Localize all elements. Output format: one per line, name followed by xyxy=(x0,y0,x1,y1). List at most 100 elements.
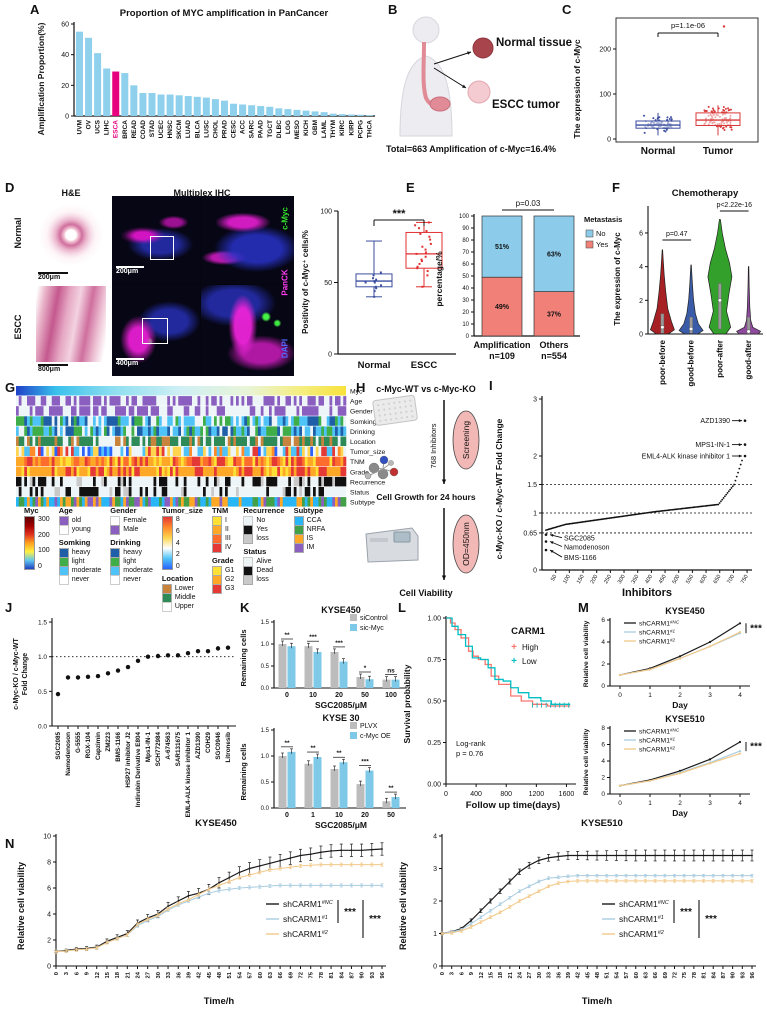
arrow-shaft xyxy=(433,51,472,65)
heatmap-cell xyxy=(263,476,267,487)
heatmap-cell xyxy=(280,416,284,426)
data-point xyxy=(65,950,68,952)
heatmap-cell xyxy=(18,476,22,487)
heatmap-cell xyxy=(307,446,311,457)
heatmap-cell xyxy=(216,476,220,487)
heatmap-cell xyxy=(230,406,234,416)
heatmap-cell xyxy=(335,436,339,446)
heatmap-cell xyxy=(73,466,77,477)
data-point xyxy=(639,512,642,515)
bar xyxy=(202,97,210,116)
heatmap-cell xyxy=(106,497,110,507)
heatmap-cell xyxy=(241,456,245,467)
data-point xyxy=(654,854,657,857)
x-tick-label: 27 xyxy=(146,972,152,978)
bar xyxy=(365,115,373,116)
x-tick-label: 0 xyxy=(285,692,289,699)
x-tick-label: RGX-104 xyxy=(85,732,92,759)
plate-well xyxy=(382,403,385,406)
data-point xyxy=(625,854,627,857)
heatmap-cell xyxy=(68,446,72,457)
heatmap-cell xyxy=(38,406,42,416)
data-point xyxy=(751,874,753,877)
heatmap-cell xyxy=(29,476,33,487)
heatmap-cell xyxy=(68,487,72,497)
heatmap-cell xyxy=(313,416,317,426)
bar xyxy=(287,646,296,688)
data-point xyxy=(730,126,733,129)
heatmap-cell xyxy=(117,396,121,406)
heatmap-cell xyxy=(326,456,330,467)
heatmap-cell xyxy=(71,446,75,457)
x-tick-label: 20 xyxy=(361,812,369,819)
heatmap-cell xyxy=(16,406,20,416)
data-point xyxy=(508,905,511,908)
heatmap-cell xyxy=(326,476,330,487)
heatmap-cell xyxy=(244,396,248,406)
heatmap-cell xyxy=(340,446,344,457)
y-axis-label: Fold Change xyxy=(22,653,29,695)
heatmap-cell xyxy=(181,446,185,457)
heatmap-cell xyxy=(288,406,292,416)
heatmap-cell xyxy=(277,426,281,436)
y-axis-label: The expression of c-Myc xyxy=(613,232,622,326)
heatmap-cell xyxy=(115,416,119,426)
group-label: Normal xyxy=(358,360,391,371)
heatmap-cell xyxy=(167,426,171,436)
heatmap-cell xyxy=(73,406,77,416)
heatmap-cell xyxy=(288,396,292,406)
survival-curve xyxy=(446,617,571,707)
data-point xyxy=(642,512,645,515)
x-tick-label: COH29 xyxy=(205,732,212,753)
heatmap-cell xyxy=(57,416,61,426)
heatmap-cell xyxy=(307,466,311,477)
plate-well xyxy=(377,409,381,412)
heatmap-cell xyxy=(263,436,267,446)
heatmap-cell xyxy=(46,396,50,406)
heatmap-cell xyxy=(32,406,36,416)
heatmap-cell xyxy=(142,426,146,436)
data-point xyxy=(309,853,312,856)
heatmap-cell xyxy=(164,487,168,497)
heatmap-cell xyxy=(337,466,341,477)
heatmap-cell xyxy=(310,436,314,446)
data-point xyxy=(723,109,726,112)
outlier-label: EML4-ALK kinase inhibitor 1 xyxy=(642,454,730,461)
legend-group-tumor_size: Tumor_size 8 6 4 2 0 xyxy=(161,506,203,570)
plate-well xyxy=(393,407,397,410)
heatmap-cell xyxy=(175,416,179,426)
heatmap-cell xyxy=(153,446,157,457)
heatmap-cell xyxy=(139,466,143,477)
heatmap-cell xyxy=(104,396,108,406)
heatmap-cell xyxy=(332,416,336,426)
heatmap-cell xyxy=(189,487,193,497)
outlier-label: SGC2085 xyxy=(564,536,595,543)
ihc-header: Multiplex IHC xyxy=(173,188,231,198)
data-point xyxy=(177,900,180,902)
data-point xyxy=(95,673,101,679)
heatmap-cell xyxy=(244,406,248,416)
heatmap-cell xyxy=(148,497,152,507)
data-point xyxy=(681,507,684,510)
heatmap-cell xyxy=(18,466,22,477)
panel-label-m: M xyxy=(578,600,589,615)
heatmap-cell xyxy=(222,396,226,406)
heatmap-cell xyxy=(60,396,64,406)
data-point xyxy=(706,504,709,507)
heatmap-cell xyxy=(208,456,212,467)
heatmap-cell xyxy=(51,476,55,487)
heatmap-cell xyxy=(192,406,196,416)
heatmap-cell xyxy=(109,446,113,457)
heatmap-cell xyxy=(90,476,94,487)
heatmap-row-label: Gender xyxy=(350,409,373,416)
heatmap-cell xyxy=(238,456,242,467)
heatmap-cell xyxy=(293,416,297,426)
data-point xyxy=(567,880,569,883)
heatmap-cell xyxy=(313,487,317,497)
heatmap-cell xyxy=(76,456,80,467)
heatmap-cell xyxy=(313,426,317,436)
data-point xyxy=(508,880,511,883)
heatmap-cell xyxy=(49,446,53,457)
bar xyxy=(356,114,364,116)
heatmap-cell xyxy=(249,476,253,487)
